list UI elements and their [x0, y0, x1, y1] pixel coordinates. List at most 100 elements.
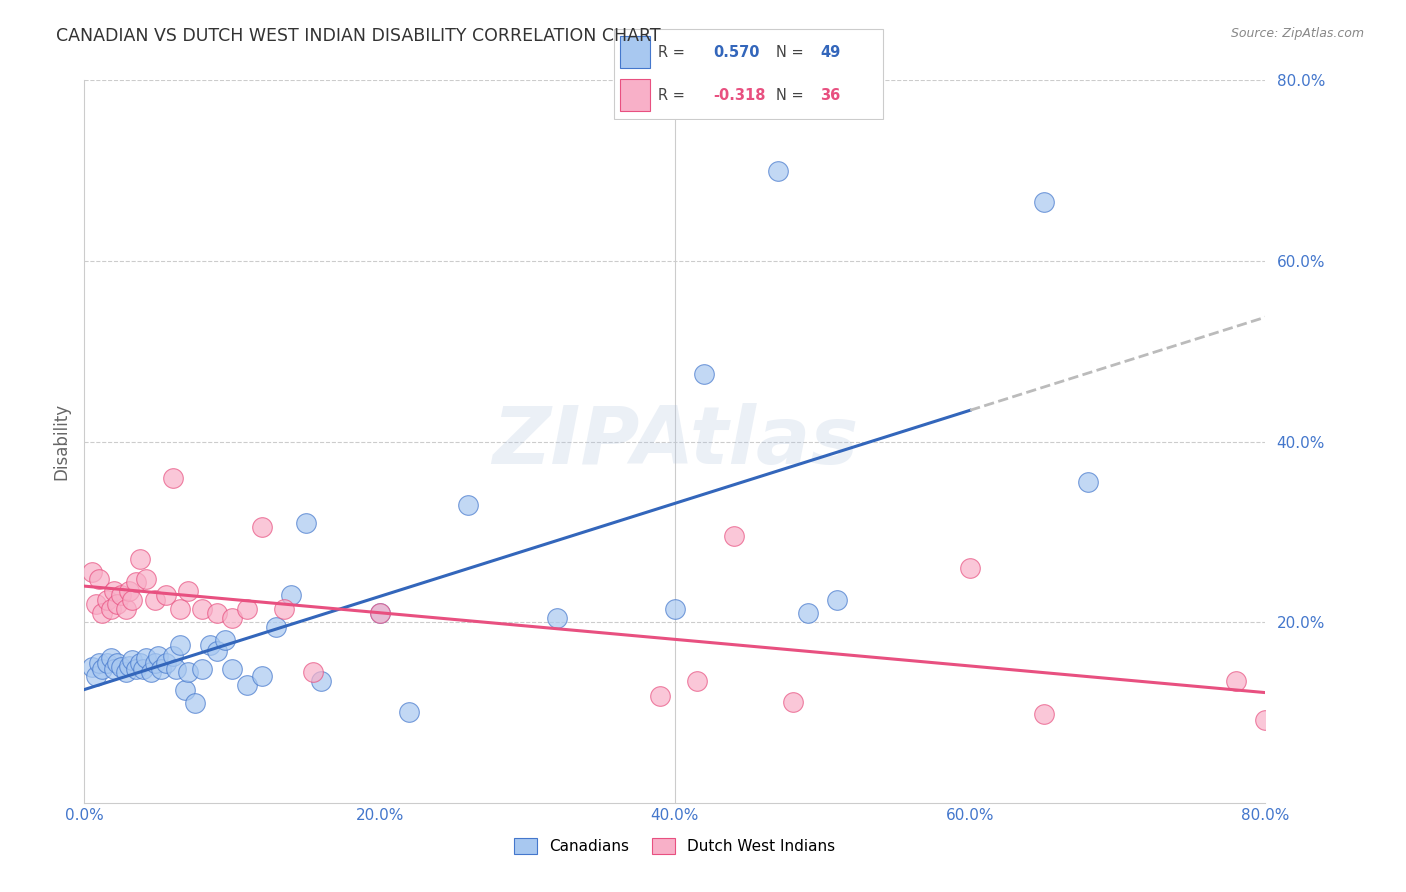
Point [105, 656, 128, 670]
Point [139, 665, 162, 679]
Point [173, 682, 195, 697]
Point [114, 665, 136, 679]
Point [84, 597, 107, 611]
Point [302, 665, 325, 679]
Point [236, 678, 259, 692]
Point [207, 606, 229, 620]
Point [1254, 713, 1277, 727]
Point [118, 583, 141, 598]
Point [125, 662, 148, 676]
Point [143, 592, 166, 607]
Point [135, 572, 157, 586]
Point [309, 673, 332, 688]
Text: 36: 36 [820, 87, 841, 103]
Point [250, 669, 273, 683]
Point [1033, 707, 1056, 722]
Point [87, 572, 111, 586]
Point [103, 583, 125, 598]
Point [80, 660, 103, 674]
Point [150, 662, 173, 676]
Point [1225, 673, 1247, 688]
Point [135, 651, 157, 665]
Point [84, 669, 107, 683]
Point [129, 552, 152, 566]
Text: 49: 49 [820, 45, 841, 60]
Point [723, 529, 745, 543]
Point [650, 690, 672, 704]
Text: -0.318: -0.318 [713, 87, 765, 103]
Text: N =: N = [776, 87, 804, 103]
Point [105, 597, 128, 611]
Point [100, 601, 122, 615]
Point [221, 662, 243, 676]
Point [368, 606, 391, 620]
Point [96, 592, 118, 607]
Point [103, 662, 125, 676]
Text: 0.570: 0.570 [713, 45, 759, 60]
Point [236, 601, 259, 615]
FancyBboxPatch shape [620, 36, 650, 68]
Point [177, 665, 200, 679]
Point [693, 367, 716, 381]
Point [162, 471, 184, 485]
Point [155, 588, 177, 602]
Point [100, 651, 122, 665]
Point [797, 606, 820, 620]
FancyBboxPatch shape [620, 79, 650, 111]
Point [165, 662, 187, 676]
Text: R =: R = [658, 45, 685, 60]
Point [280, 588, 302, 602]
Y-axis label: Disability: Disability [52, 403, 70, 480]
Point [457, 498, 479, 512]
Point [96, 656, 118, 670]
Point [959, 561, 981, 575]
Point [398, 706, 420, 720]
FancyBboxPatch shape [614, 29, 883, 119]
Point [110, 660, 132, 674]
Point [664, 601, 686, 615]
Point [686, 673, 709, 688]
Point [177, 583, 200, 598]
Point [121, 592, 143, 607]
Point [169, 638, 191, 652]
Point [250, 520, 273, 534]
Point [87, 656, 111, 670]
Point [143, 656, 166, 670]
Point [80, 566, 103, 580]
Point [266, 620, 288, 634]
Point [148, 649, 170, 664]
Text: CANADIAN VS DUTCH WEST INDIAN DISABILITY CORRELATION CHART: CANADIAN VS DUTCH WEST INDIAN DISABILITY… [56, 27, 661, 45]
Point [118, 658, 141, 673]
Text: N =: N = [776, 45, 804, 60]
Point [221, 610, 243, 624]
Point [132, 662, 155, 676]
Point [91, 606, 114, 620]
Point [162, 649, 184, 664]
Point [91, 662, 114, 676]
Point [827, 592, 849, 607]
Point [184, 697, 207, 711]
Point [207, 644, 229, 658]
Point [1077, 475, 1099, 490]
Point [191, 601, 214, 615]
Point [782, 695, 804, 709]
Text: Source: ZipAtlas.com: Source: ZipAtlas.com [1230, 27, 1364, 40]
Point [125, 574, 148, 589]
Point [273, 601, 295, 615]
Point [129, 656, 152, 670]
Point [114, 601, 136, 615]
Point [1033, 195, 1056, 210]
Point [768, 163, 790, 178]
Point [295, 516, 318, 530]
Legend: Canadians, Dutch West Indians: Canadians, Dutch West Indians [508, 832, 842, 860]
Point [110, 588, 132, 602]
Point [546, 610, 568, 624]
Point [155, 656, 177, 670]
Text: R =: R = [658, 87, 685, 103]
Point [169, 601, 191, 615]
Point [198, 638, 221, 652]
Point [368, 606, 391, 620]
Point [191, 662, 214, 676]
Point [121, 653, 143, 667]
Text: ZIPAtlas: ZIPAtlas [492, 402, 858, 481]
